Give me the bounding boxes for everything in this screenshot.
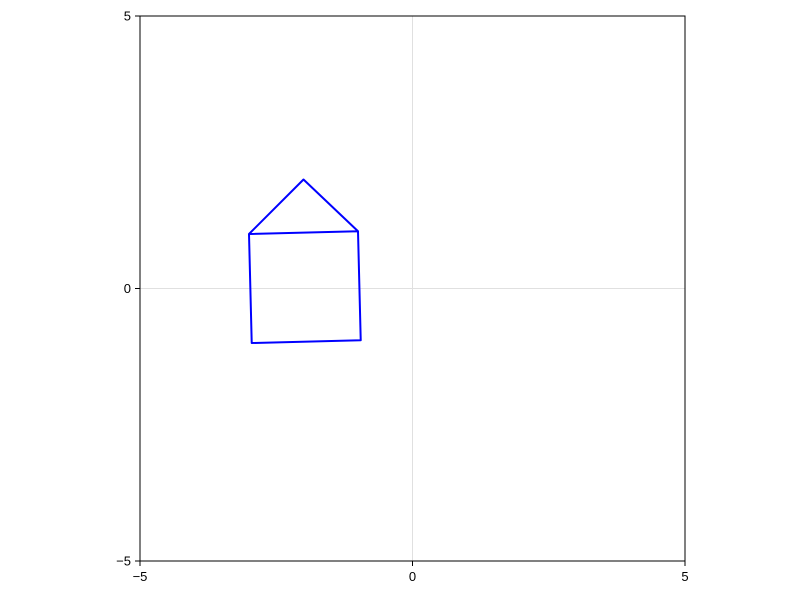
x-tick-label: −5 [133,569,148,584]
grid-lines [140,16,685,561]
y-tick-label: −5 [116,554,131,569]
x-tick-label: 5 [681,569,688,584]
axis-ticks: −5 0 5 −5 0 5 [116,9,688,585]
x-tick-label: 0 [409,569,416,584]
y-tick-label: 0 [124,281,131,296]
series-line [248,178,362,344]
series-layer [248,178,362,344]
y-tick-label: 5 [124,9,131,24]
